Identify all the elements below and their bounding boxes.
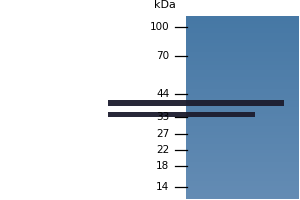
Text: 100: 100 xyxy=(150,22,169,32)
Text: 44: 44 xyxy=(156,89,170,99)
Text: 70: 70 xyxy=(156,51,170,61)
Text: kDa: kDa xyxy=(154,0,176,10)
Text: 33: 33 xyxy=(156,112,170,122)
Text: 22: 22 xyxy=(156,145,170,155)
Text: 14: 14 xyxy=(156,182,170,192)
Text: 27: 27 xyxy=(156,129,170,139)
Text: 18: 18 xyxy=(156,161,170,171)
